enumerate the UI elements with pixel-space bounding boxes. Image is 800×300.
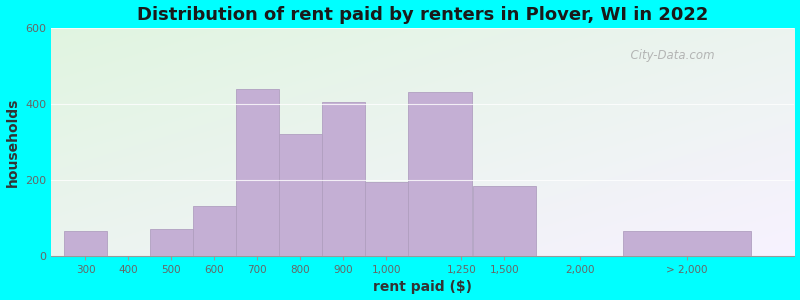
Y-axis label: households: households (6, 97, 19, 187)
X-axis label: rent paid ($): rent paid ($) (374, 280, 472, 294)
Bar (279, 134, 322, 256)
Bar (473, 186, 536, 256)
Title: Distribution of rent paid by renters in Plover, WI in 2022: Distribution of rent paid by renters in … (137, 6, 709, 24)
Bar (322, 102, 365, 256)
Bar (408, 92, 472, 256)
Bar (623, 231, 751, 256)
Bar (193, 206, 236, 256)
Bar (365, 182, 407, 256)
Bar (236, 89, 278, 256)
Text: City-Data.com: City-Data.com (623, 49, 715, 62)
Bar (64, 231, 106, 256)
Bar (150, 229, 193, 256)
